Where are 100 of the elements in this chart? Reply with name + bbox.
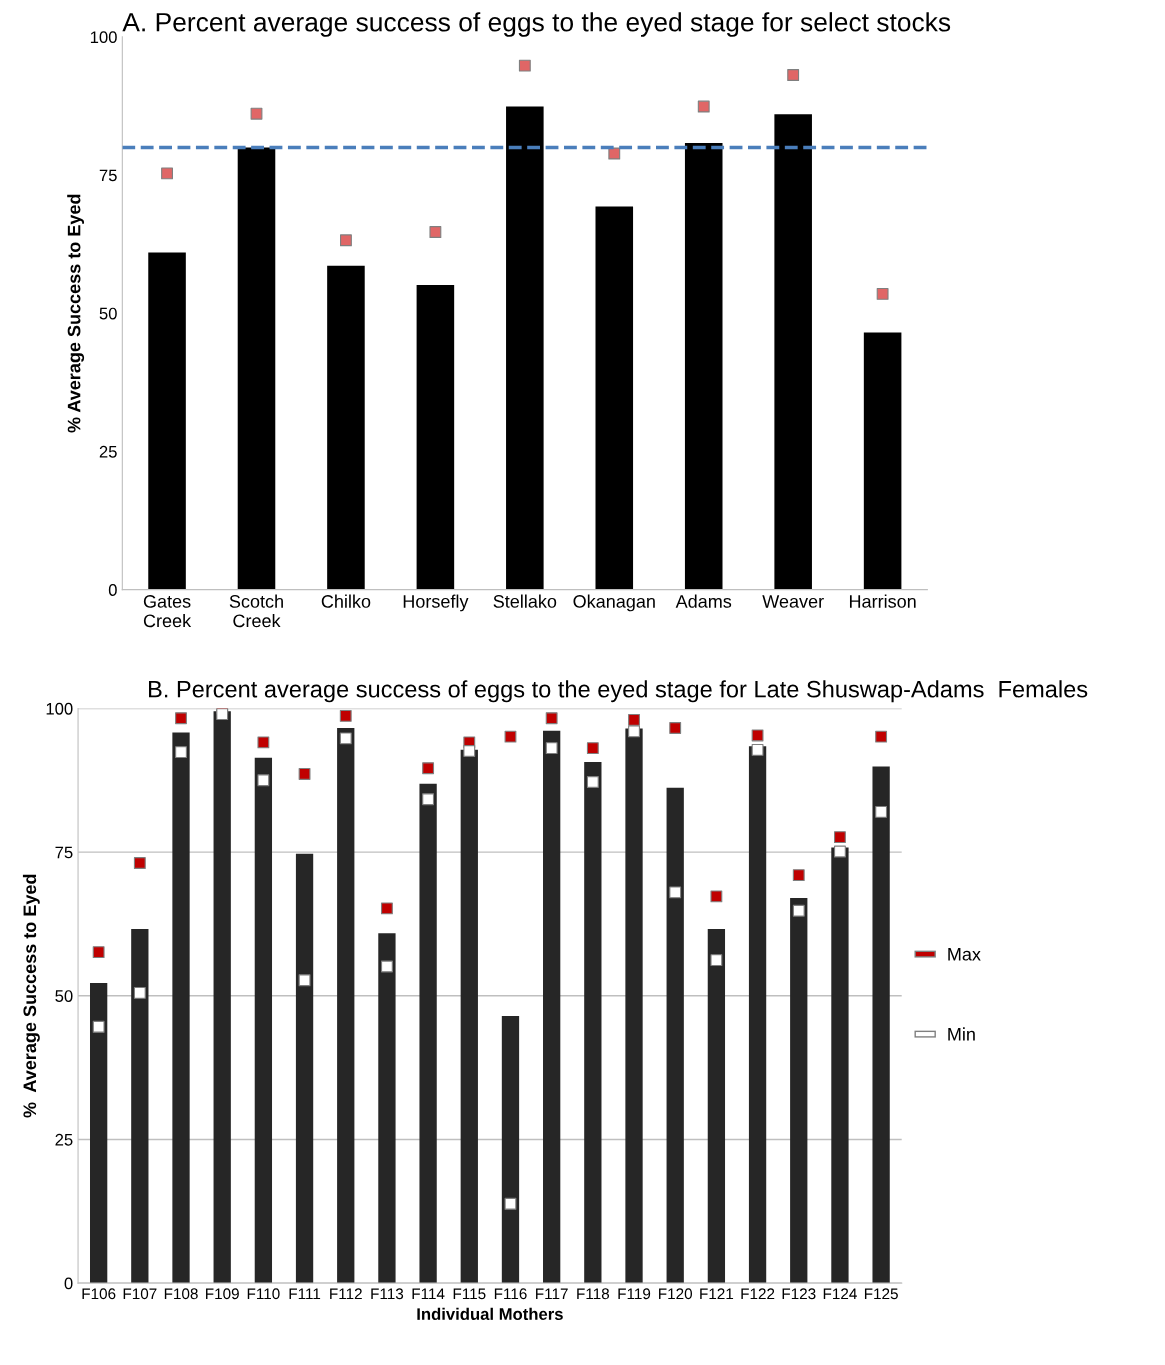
x-tick-label: F123 — [782, 1288, 816, 1300]
chart-title: A. Percent average success of eggs to the eyed stage for select stocks — [122, 12, 951, 37]
x-tick-label: Horsefly — [403, 594, 469, 612]
bar — [172, 732, 190, 1284]
point — [422, 762, 435, 775]
bar — [295, 853, 314, 1284]
point — [875, 730, 888, 743]
y-axis-title: % Average Success to Eyed — [22, 874, 40, 1118]
bar — [584, 761, 602, 1284]
point — [669, 886, 682, 899]
x-tick-label: F118 — [577, 1288, 610, 1300]
bar — [337, 727, 355, 1284]
x-tick-label: Weaver — [762, 595, 824, 608]
point — [669, 722, 682, 734]
point — [751, 729, 764, 742]
point — [175, 746, 187, 759]
point — [257, 736, 270, 749]
bar — [872, 766, 890, 1284]
point — [380, 902, 393, 915]
bar — [748, 746, 767, 1284]
bar — [543, 730, 561, 1284]
point — [875, 805, 888, 818]
bar — [774, 114, 812, 590]
x-tick-label: F122 — [741, 1288, 775, 1300]
bar — [707, 929, 726, 1284]
x-tick-label: Adams — [675, 594, 732, 608]
point — [545, 742, 558, 755]
point — [133, 986, 146, 999]
point — [422, 793, 435, 806]
point — [518, 59, 531, 72]
bar — [378, 933, 396, 1284]
point — [787, 69, 800, 81]
x-tick-label: F111 — [289, 1288, 321, 1300]
bar — [595, 206, 634, 590]
x-tick-label: F113 — [371, 1288, 404, 1300]
bar — [831, 847, 849, 1284]
x-tick-label: F112 — [330, 1288, 362, 1300]
legend-label: Max — [948, 948, 981, 961]
point — [751, 743, 764, 756]
point — [834, 831, 846, 844]
chart-title: B. Percent average success of eggs to the eyed stage for Late Shuswap-Adams Females — [149, 680, 1088, 703]
legend-label: Min — [948, 1027, 975, 1041]
bar — [213, 711, 231, 1284]
point — [792, 869, 805, 882]
bar — [684, 143, 723, 590]
y-tick-label: 50 — [99, 307, 117, 320]
x-tick-label: Gates Creek — [143, 595, 192, 628]
x-tick-label: F106 — [82, 1288, 116, 1300]
point — [586, 776, 599, 788]
y-tick-label: 0 — [108, 584, 117, 596]
x-tick-label: Harrison — [849, 594, 916, 608]
point — [257, 774, 270, 787]
bar — [460, 749, 478, 1284]
bar — [237, 147, 276, 590]
bar — [625, 728, 643, 1284]
point — [792, 904, 805, 917]
bar — [254, 757, 273, 1284]
y-tick-label: 50 — [55, 990, 73, 1002]
bar — [666, 787, 684, 1284]
point — [628, 713, 640, 726]
x-tick-label: F115 — [453, 1288, 486, 1300]
point — [504, 730, 517, 743]
point — [340, 234, 352, 247]
x-tick-label: F107 — [123, 1288, 157, 1300]
x-tick-label: F110 — [247, 1288, 280, 1300]
y-tick-label: 25 — [55, 1133, 73, 1146]
point — [504, 1197, 517, 1210]
point — [876, 287, 889, 300]
y-tick-label: 25 — [99, 445, 117, 458]
point — [92, 946, 105, 959]
bar — [148, 252, 186, 590]
bar — [506, 106, 544, 590]
point — [380, 960, 393, 973]
x-tick-label: F109 — [206, 1288, 239, 1300]
point — [175, 712, 187, 725]
x-tick-label: F116 — [494, 1288, 527, 1300]
bar — [327, 265, 365, 590]
bar — [419, 783, 437, 1284]
point — [216, 708, 229, 721]
point — [834, 845, 846, 858]
y-tick-label: 0 — [64, 1277, 73, 1290]
point — [92, 1020, 105, 1033]
y-tick-label: 100 — [90, 31, 117, 44]
point — [545, 712, 558, 725]
point — [586, 742, 599, 755]
x-tick-label: F120 — [659, 1288, 693, 1300]
point — [710, 954, 723, 967]
y-axis-title: % Average Success to Eyed — [67, 194, 85, 433]
bar — [501, 1015, 520, 1284]
x-tick-label: Stellako — [493, 594, 557, 608]
point — [339, 709, 352, 722]
x-tick-label: F108 — [164, 1288, 198, 1300]
point — [161, 167, 173, 180]
bar — [863, 332, 902, 590]
x-tick-label: Okanagan — [573, 594, 655, 612]
x-tick-label: Scotch Creek — [229, 594, 283, 628]
bar — [131, 929, 149, 1284]
bar — [416, 285, 455, 590]
point — [339, 732, 352, 745]
point — [250, 107, 263, 120]
